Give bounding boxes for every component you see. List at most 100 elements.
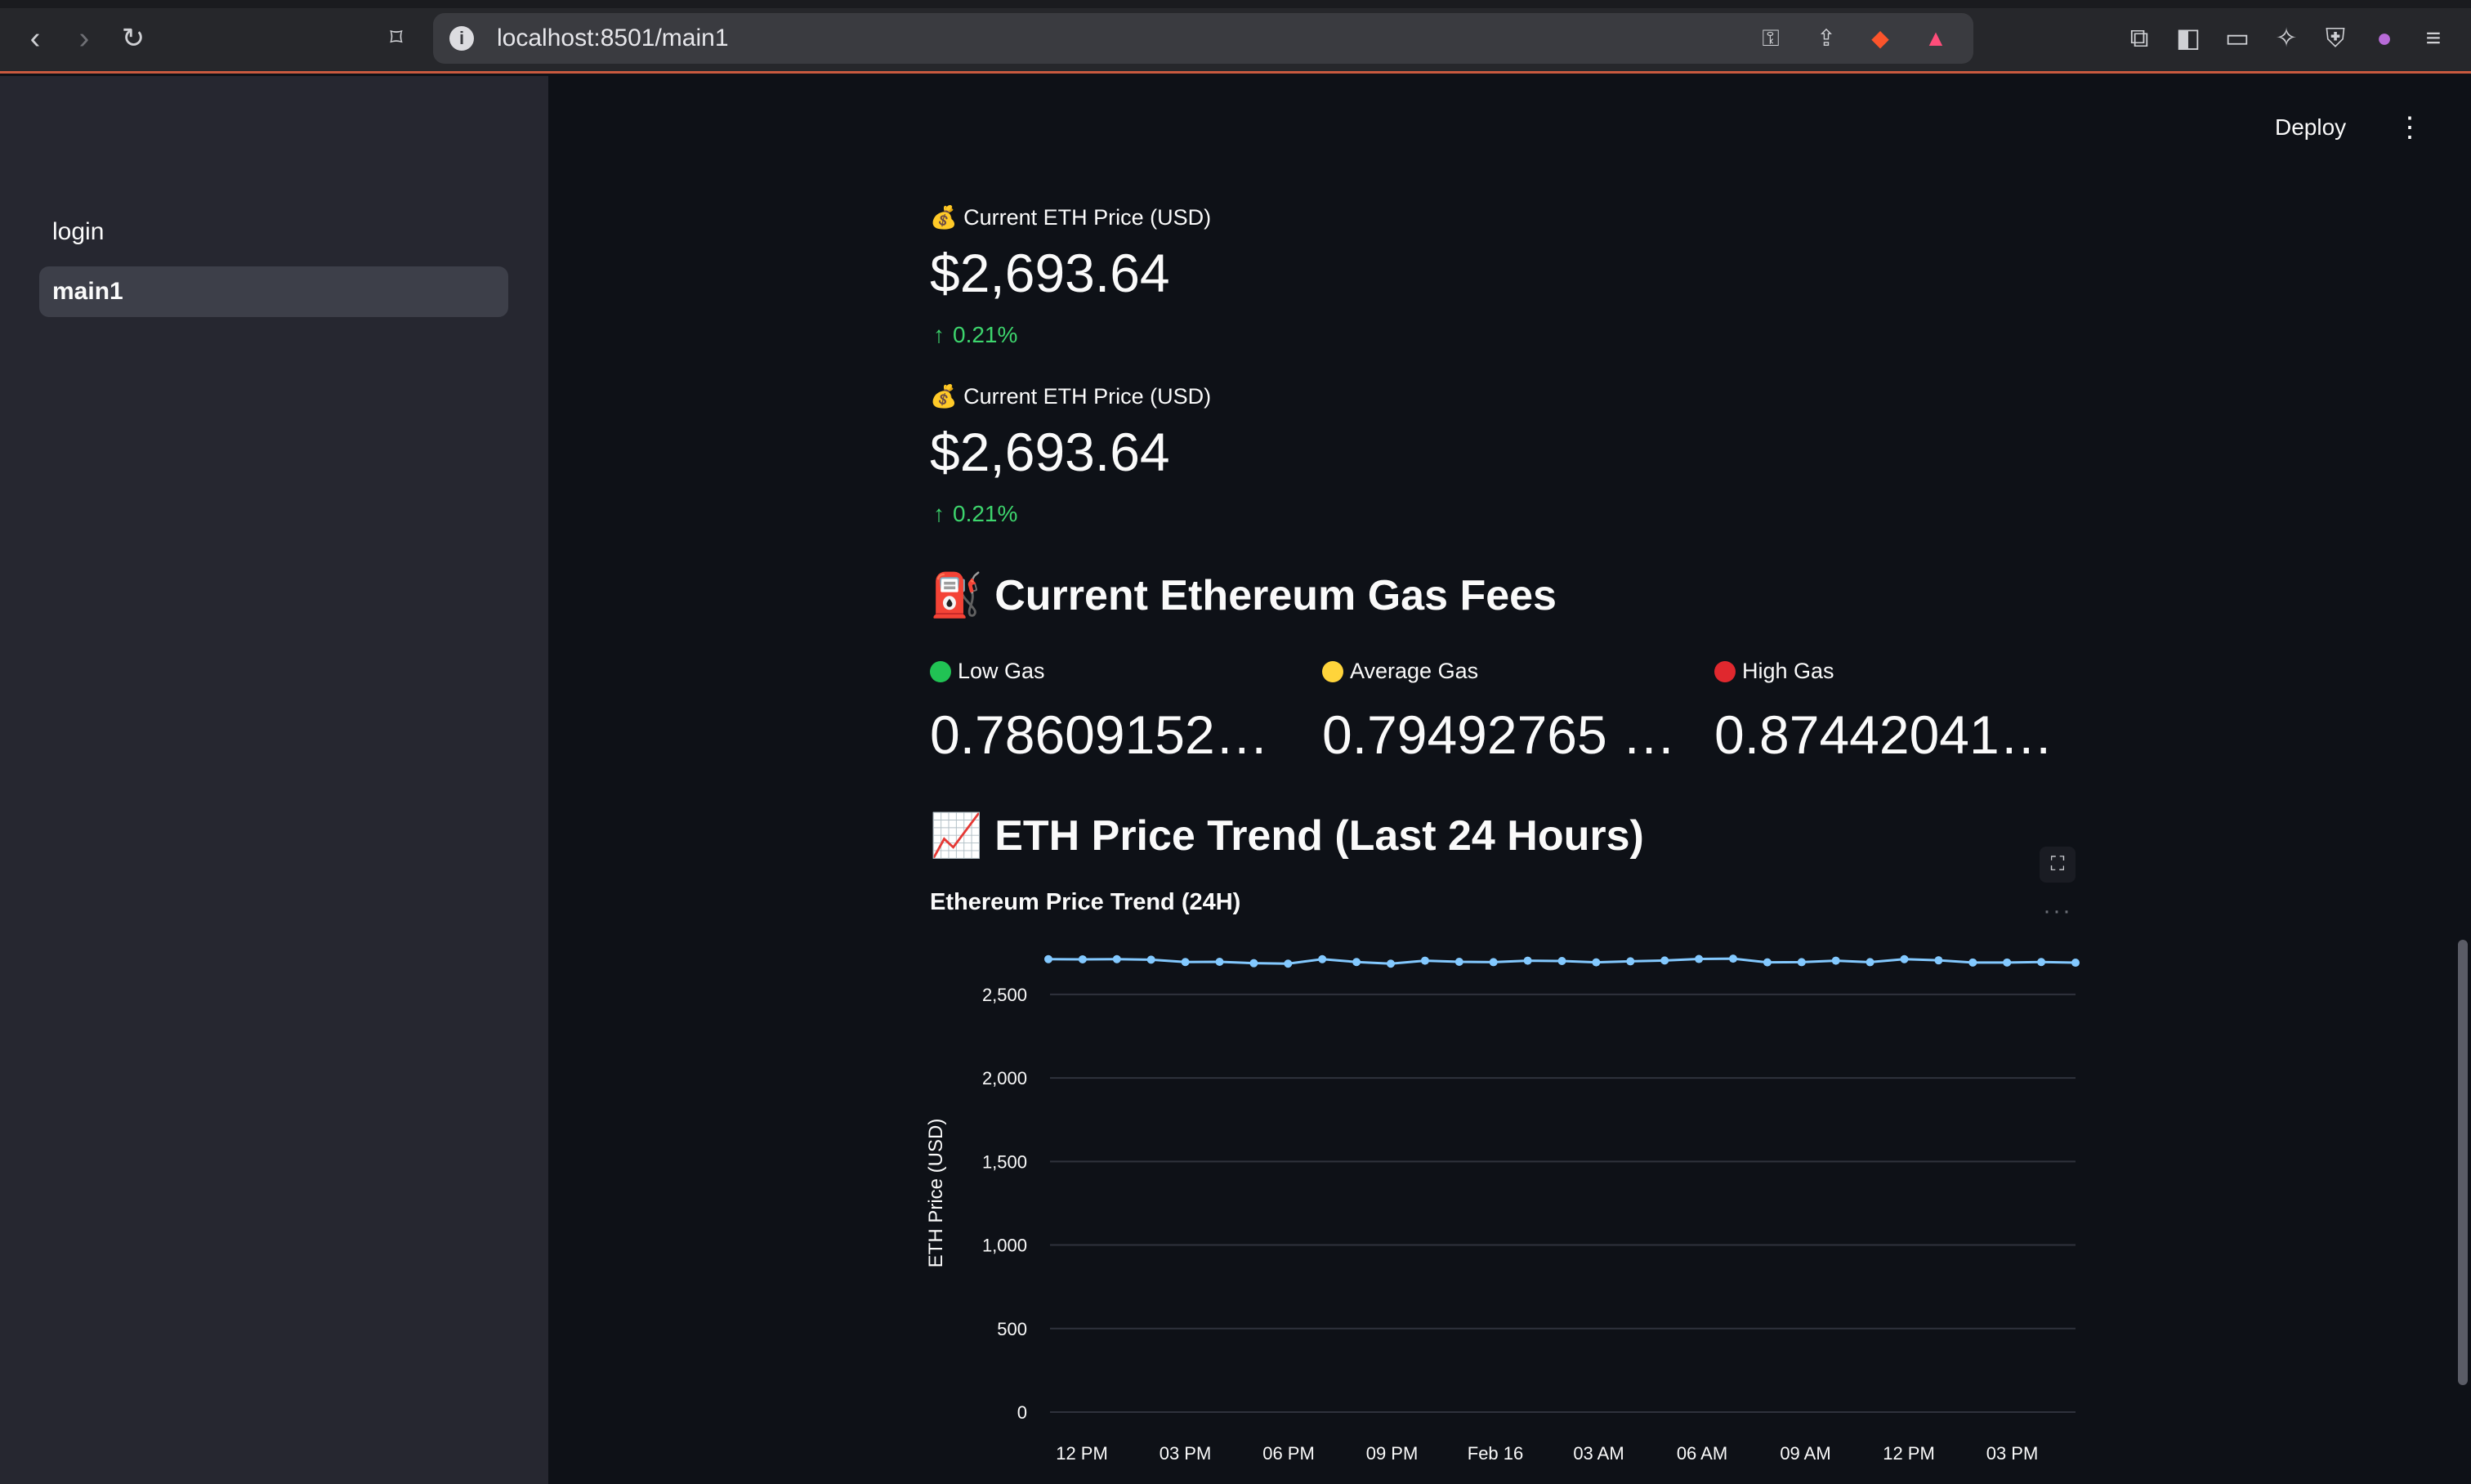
data-point[interactable] <box>2003 958 2012 967</box>
sidebar-item-login[interactable]: login <box>39 207 508 257</box>
gas-label: Low Gas <box>958 659 1045 683</box>
data-point[interactable] <box>1660 956 1669 965</box>
more-options-icon[interactable]: ⋮ <box>2396 112 2424 143</box>
data-point[interactable] <box>1557 957 1566 965</box>
arrow-up-icon: ↑ <box>933 501 945 526</box>
x-tick-label: Feb 16 <box>1468 1443 1524 1464</box>
price-trend-chart[interactable]: ETH Price (USD) 0 500 1,000 1,500 2,000 2,500… <box>923 923 2084 1479</box>
sidebar: login main1 <box>0 76 548 1484</box>
data-point[interactable] <box>1763 958 1772 967</box>
data-point[interactable] <box>2071 959 2080 968</box>
gas-label: Average Gas <box>1350 659 1479 683</box>
data-point[interactable] <box>1352 958 1361 967</box>
sidebar-item-main1[interactable]: main1 <box>39 266 508 317</box>
x-tick-label: 06 PM <box>1262 1443 1315 1464</box>
data-point[interactable] <box>1318 954 1327 963</box>
browser-toolbar: ‹ › ↻ ⌑ i localhost:8501/main1 ⚿ ⇪ ◆ ▲ ⧉… <box>0 0 2471 74</box>
data-point[interactable] <box>1078 954 1087 963</box>
data-point[interactable] <box>1420 956 1429 965</box>
gas-metric-average: Average Gas 0.79492765 … <box>1322 659 1690 766</box>
menu-icon[interactable]: ≡ <box>2425 23 2442 52</box>
data-point[interactable] <box>1900 954 1909 963</box>
data-point[interactable] <box>1592 958 1601 967</box>
page-scrollbar[interactable] <box>2458 940 2468 1385</box>
leo-ai-icon[interactable]: ✧ <box>2275 23 2298 52</box>
extensions-icon[interactable]: ⧉ <box>2129 23 2149 52</box>
y-tick-label: 2,500 <box>982 985 1027 1005</box>
data-point[interactable] <box>1695 954 1704 963</box>
x-tick-label: 09 AM <box>1780 1443 1830 1464</box>
data-point[interactable] <box>1146 955 1155 964</box>
y-tick-label: 2,000 <box>982 1068 1027 1088</box>
gas-metric-high: High Gas 0.874420415… <box>1714 659 2082 766</box>
price-trend-heading: 📈 ETH Price Trend (Last 24 Hours) <box>930 812 1644 860</box>
reload-icon[interactable]: ↻ <box>121 23 145 54</box>
bookmark-icon[interactable]: ⌑ <box>390 25 403 51</box>
data-point[interactable] <box>2037 958 2046 967</box>
red-circle-icon <box>1714 660 1736 682</box>
address-bar[interactable]: i localhost:8501/main1 ⚿ ⇪ ◆ ▲ <box>433 13 1973 64</box>
data-point[interactable] <box>1489 958 1498 967</box>
metric-label: 💰 Current ETH Price (USD) <box>930 384 1212 409</box>
data-point[interactable] <box>1215 958 1224 967</box>
data-point[interactable] <box>1284 959 1293 968</box>
fullscreen-icon[interactable]: ⛶ <box>2040 847 2076 883</box>
site-info-icon[interactable]: i <box>449 26 474 51</box>
data-point[interactable] <box>1866 958 1874 967</box>
data-point[interactable] <box>1797 958 1806 967</box>
arrow-up-icon: ↑ <box>933 322 945 347</box>
y-tick-label: 1,000 <box>982 1236 1027 1256</box>
x-tick-label: 12 PM <box>1883 1443 1935 1464</box>
yellow-circle-icon <box>1322 660 1343 682</box>
back-icon[interactable]: ‹ <box>29 21 41 56</box>
y-tick-label: 1,500 <box>982 1151 1027 1172</box>
y-axis-label: ETH Price (USD) <box>925 1119 947 1268</box>
brave-rewards-icon[interactable]: ▲ <box>1924 25 1947 51</box>
brave-shields-icon[interactable]: ◆ <box>1871 25 1889 51</box>
forward-icon[interactable]: › <box>78 21 90 56</box>
data-point[interactable] <box>1044 954 1052 963</box>
x-tick-label: 12 PM <box>1056 1443 1108 1464</box>
x-tick-label: 03 PM <box>1986 1443 2039 1464</box>
data-point[interactable] <box>1523 956 1532 965</box>
gas-metric-low: Low Gas 0.786091524… <box>930 659 1298 766</box>
url-text[interactable]: localhost:8501/main1 <box>497 25 729 51</box>
sidebar-item-label: login <box>52 218 105 245</box>
data-point[interactable] <box>1249 959 1258 968</box>
data-point[interactable] <box>1729 954 1737 963</box>
data-point[interactable] <box>1831 956 1840 965</box>
y-tick-label: 0 <box>1017 1402 1027 1423</box>
wallet-icon[interactable]: ▭ <box>2224 23 2250 52</box>
y-tick-label: 500 <box>997 1319 1027 1339</box>
data-point[interactable] <box>1387 959 1395 968</box>
gas-value: 0.79492765 … <box>1322 704 1677 765</box>
deploy-button[interactable]: Deploy <box>2275 114 2347 140</box>
sidebar-item-label: main1 <box>52 278 123 305</box>
metric-delta-value: 0.21% <box>953 501 1018 526</box>
x-tick-label: 03 PM <box>1160 1443 1212 1464</box>
share-icon[interactable]: ⇪ <box>1816 25 1836 51</box>
data-point[interactable] <box>1181 958 1190 967</box>
x-tick-label: 09 PM <box>1366 1443 1419 1464</box>
x-tick-label: 03 AM <box>1573 1443 1624 1464</box>
chart-title: Ethereum Price Trend (24H) <box>930 889 1241 915</box>
metric-value: $2,693.64 <box>930 243 1170 303</box>
data-point[interactable] <box>1626 957 1635 966</box>
data-point[interactable] <box>1454 958 1463 967</box>
tab-strip <box>0 0 2471 8</box>
metric-label: 💰 Current ETH Price (USD) <box>930 205 1212 230</box>
vpn-icon[interactable]: ⛨ <box>2325 23 2345 52</box>
data-point[interactable] <box>1968 958 1977 967</box>
metric-delta-value: 0.21% <box>953 322 1018 347</box>
chart-actions-icon[interactable]: ··· <box>2043 897 2072 924</box>
data-point[interactable] <box>1112 954 1121 963</box>
green-circle-icon <box>930 660 951 682</box>
sidebar-toggle-icon[interactable]: ◧ <box>2175 23 2201 52</box>
data-point[interactable] <box>1934 956 1943 965</box>
key-icon[interactable]: ⚿ <box>1762 25 1780 51</box>
x-tick-label: 06 AM <box>1677 1443 1727 1464</box>
metric-delta: ↑ 0.21% <box>933 322 1017 348</box>
gas-value: 0.874420415… <box>1714 704 2082 765</box>
metric-delta: ↑ 0.21% <box>933 501 1017 527</box>
profile-avatar-icon[interactable]: ● <box>2376 23 2393 52</box>
